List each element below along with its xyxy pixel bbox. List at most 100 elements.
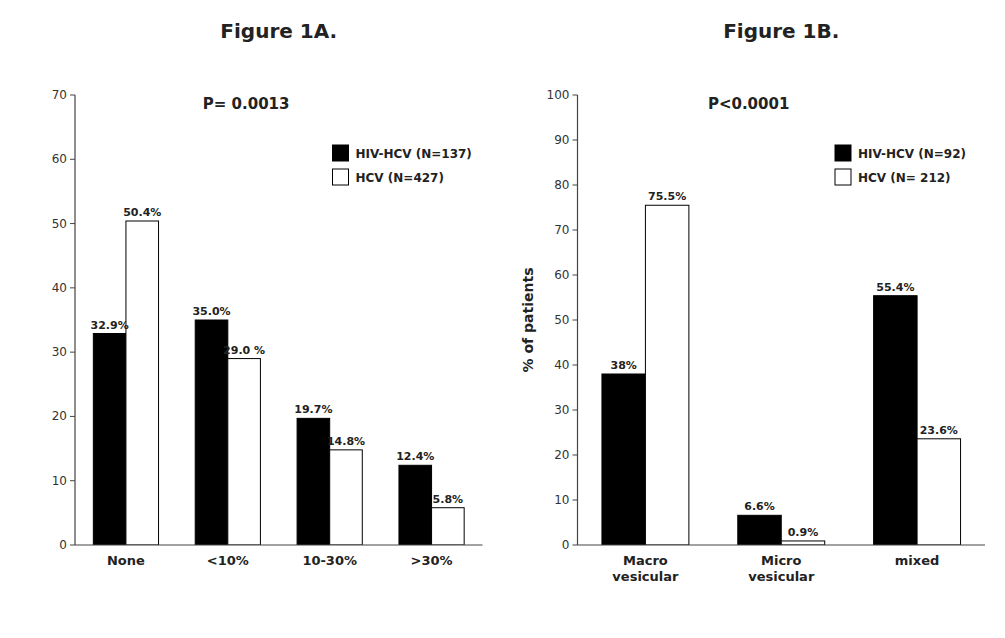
bar	[781, 541, 824, 545]
legend-label: HCV (N= 212)	[858, 171, 951, 185]
data-label: 55.4%	[876, 281, 914, 294]
data-label: 12.4%	[396, 450, 434, 463]
y-tick	[573, 545, 578, 546]
y-tick	[70, 95, 75, 96]
data-label: 29.0 %	[223, 344, 265, 357]
chart-canvas: Figure 1A. 0 10 20 30 40 50 60 70 32.9% 35.0% 19.7%…	[0, 0, 1005, 638]
data-label: 23.6%	[920, 424, 958, 437]
legend-label: HIV-HCV (N=137)	[356, 147, 472, 161]
x-axis-line	[578, 544, 986, 545]
data-labels: 32.9% 35.0% 19.7% 12.4% 50.4% 29.0 % 14.8% 5.8%	[91, 206, 464, 506]
legend: HIV-HCV (N=137) HCV (N=427)	[333, 145, 472, 185]
legend-swatch	[835, 169, 851, 185]
y-tick-label: 70	[52, 88, 67, 102]
data-label: 50.4%	[123, 206, 161, 219]
y-tick	[573, 410, 578, 411]
legend-label: HCV (N=427)	[356, 171, 444, 185]
data-label: 38%	[611, 359, 637, 372]
data-label: 35.0%	[192, 305, 230, 318]
x-tick-label: None	[107, 553, 145, 568]
x-tick-label: Microvesicular	[748, 553, 815, 584]
y-tick-label: 60	[554, 268, 569, 282]
data-label: 19.7%	[294, 403, 332, 416]
panel: Figure 1B. 0 10 20 30 40 50 60 70 80 90 100 % of pat…	[520, 19, 986, 584]
bar	[874, 296, 917, 545]
y-tick	[573, 230, 578, 231]
annotation: P= 0.0013	[203, 95, 290, 113]
y-tick-label: 10	[52, 474, 67, 488]
x-tick-label: mixed	[895, 553, 940, 568]
y-tick-label: 50	[554, 313, 569, 327]
data-labels: 38% 6.6% 55.4% 75.5% 0.9% 23.6%	[611, 190, 958, 539]
bar	[645, 205, 688, 545]
x-tick-label-line: Macro	[623, 553, 668, 568]
x-tick-label: 10-30%	[302, 553, 357, 568]
y-tick-label: 10	[554, 493, 569, 507]
y-tick	[70, 287, 75, 288]
y-tick	[70, 480, 75, 481]
data-label: 32.9%	[91, 319, 129, 332]
y-tick	[70, 545, 75, 546]
y-tick-label: 30	[554, 403, 569, 417]
y-tick-label: 0	[562, 538, 570, 552]
x-tick-label-line: 10-30%	[302, 553, 357, 568]
y-tick	[70, 159, 75, 160]
bar	[93, 334, 126, 546]
y-tick	[573, 95, 578, 96]
y-axis-label: % of patients	[520, 268, 536, 373]
y-tick	[70, 223, 75, 224]
panel: Figure 1A. 0 10 20 30 40 50 60 70 32.9% 35.0% 19.7%…	[52, 19, 483, 568]
bar	[399, 465, 432, 545]
data-label: 6.6%	[744, 500, 775, 513]
y-tick-label: 20	[52, 409, 67, 423]
x-tick-label-line: Micro	[761, 553, 802, 568]
y-axis-line	[577, 95, 578, 545]
bars	[602, 205, 961, 545]
y-tick	[70, 352, 75, 353]
y-tick-label: 40	[52, 281, 67, 295]
legend-swatch	[835, 145, 851, 161]
bar	[228, 359, 261, 545]
title: Figure 1A.	[220, 19, 337, 43]
y-tick-label: 60	[52, 152, 67, 166]
y-tick	[573, 365, 578, 366]
y-tick	[573, 500, 578, 501]
x-tick-label-line: mixed	[895, 553, 940, 568]
y-tick-label: 50	[52, 217, 67, 231]
data-label: 5.8%	[433, 493, 464, 506]
x-tick-label: >30%	[411, 553, 453, 568]
y-tick-label: 100	[547, 88, 570, 102]
bar	[126, 221, 159, 545]
bar	[738, 515, 781, 545]
y-tick-label: 0	[59, 538, 67, 552]
y-tick-label: 30	[52, 345, 67, 359]
y-tick	[70, 416, 75, 417]
annotation: P<0.0001	[708, 95, 789, 113]
x-tick-label: <10%	[207, 553, 249, 568]
bar	[602, 374, 645, 545]
y-tick-label: 70	[554, 223, 569, 237]
x-tick-label-line: <10%	[207, 553, 249, 568]
bar	[917, 439, 960, 545]
x-tick-label-line: >30%	[411, 553, 453, 568]
data-label: 0.9%	[788, 526, 819, 539]
bar	[330, 450, 363, 545]
y-tick-label: 20	[554, 448, 569, 462]
legend-swatch	[333, 169, 349, 185]
y-tick-label: 80	[554, 178, 569, 192]
y-tick	[573, 455, 578, 456]
y-tick	[573, 275, 578, 276]
data-label: 14.8%	[327, 435, 365, 448]
y-tick	[573, 320, 578, 321]
y-tick-label: 90	[554, 133, 569, 147]
x-tick-label-line: vesicular	[748, 569, 815, 584]
x-tick-label-line: vesicular	[612, 569, 679, 584]
x-tick-label-line: None	[107, 553, 145, 568]
data-label: 75.5%	[648, 190, 686, 203]
y-axis-line	[74, 95, 75, 545]
bar	[432, 508, 465, 545]
y-tick	[573, 185, 578, 186]
y-tick-label: 40	[554, 358, 569, 372]
title: Figure 1B.	[723, 19, 839, 43]
bars	[93, 221, 464, 545]
